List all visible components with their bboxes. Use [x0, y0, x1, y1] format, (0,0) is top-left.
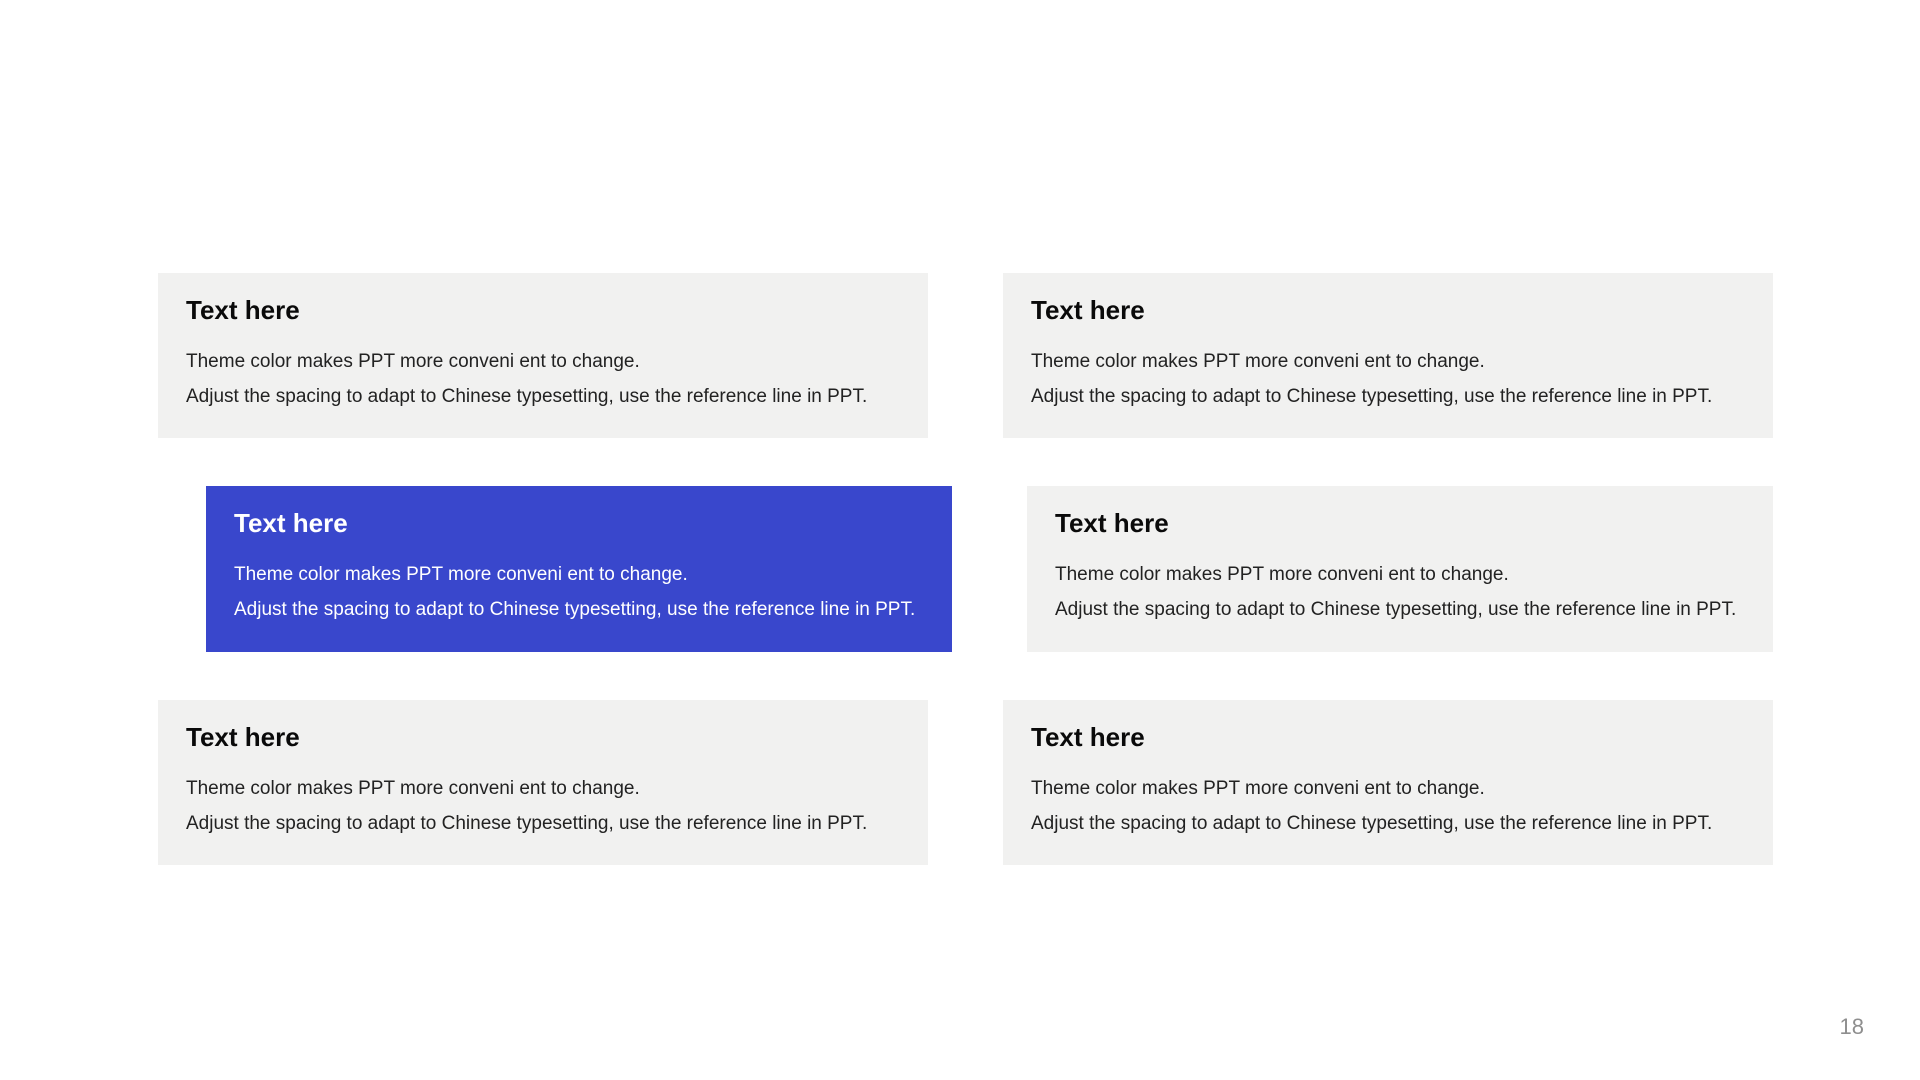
card-title: Text here — [186, 722, 900, 753]
card-body-line: Theme color makes PPT more conveni ent t… — [1031, 771, 1745, 806]
card-body: Theme color makes PPT more conveni ent t… — [186, 344, 900, 414]
card-row-2: Text here Theme color makes PPT more con… — [158, 486, 1773, 651]
text-card-active: Text here Theme color makes PPT more con… — [206, 486, 952, 651]
card-body-line: Theme color makes PPT more conveni ent t… — [1055, 557, 1745, 592]
card-row-3: Text here Theme color makes PPT more con… — [158, 700, 1773, 865]
card-body-line: Theme color makes PPT more conveni ent t… — [234, 557, 924, 592]
text-card: Text here Theme color makes PPT more con… — [158, 700, 928, 865]
card-title: Text here — [1055, 508, 1745, 539]
text-card: Text here Theme color makes PPT more con… — [1003, 273, 1773, 438]
card-title: Text here — [234, 508, 924, 539]
card-body: Theme color makes PPT more conveni ent t… — [186, 771, 900, 841]
card-body: Theme color makes PPT more conveni ent t… — [1055, 557, 1745, 627]
card-body-line: Theme color makes PPT more conveni ent t… — [186, 771, 900, 806]
card-body: Theme color makes PPT more conveni ent t… — [1031, 771, 1745, 841]
card-body-line: Theme color makes PPT more conveni ent t… — [1031, 344, 1745, 379]
card-title: Text here — [186, 295, 900, 326]
slide: Text here Theme color makes PPT more con… — [0, 0, 1920, 1080]
card-body-line: Adjust the spacing to adapt to Chinese t… — [1055, 592, 1745, 627]
card-title: Text here — [1031, 295, 1745, 326]
card-body-line: Adjust the spacing to adapt to Chinese t… — [186, 379, 900, 414]
card-body-line: Adjust the spacing to adapt to Chinese t… — [186, 806, 900, 841]
card-body-line: Adjust the spacing to adapt to Chinese t… — [234, 592, 924, 627]
card-body-line: Theme color makes PPT more conveni ent t… — [186, 344, 900, 379]
card-title: Text here — [1031, 722, 1745, 753]
card-body: Theme color makes PPT more conveni ent t… — [1031, 344, 1745, 414]
card-grid: Text here Theme color makes PPT more con… — [158, 273, 1773, 865]
card-body-line: Adjust the spacing to adapt to Chinese t… — [1031, 379, 1745, 414]
page-number: 18 — [1840, 1014, 1864, 1040]
text-card: Text here Theme color makes PPT more con… — [1027, 486, 1773, 651]
card-body-line: Adjust the spacing to adapt to Chinese t… — [1031, 806, 1745, 841]
text-card: Text here Theme color makes PPT more con… — [158, 273, 928, 438]
card-row-1: Text here Theme color makes PPT more con… — [158, 273, 1773, 438]
text-card: Text here Theme color makes PPT more con… — [1003, 700, 1773, 865]
card-body: Theme color makes PPT more conveni ent t… — [234, 557, 924, 627]
